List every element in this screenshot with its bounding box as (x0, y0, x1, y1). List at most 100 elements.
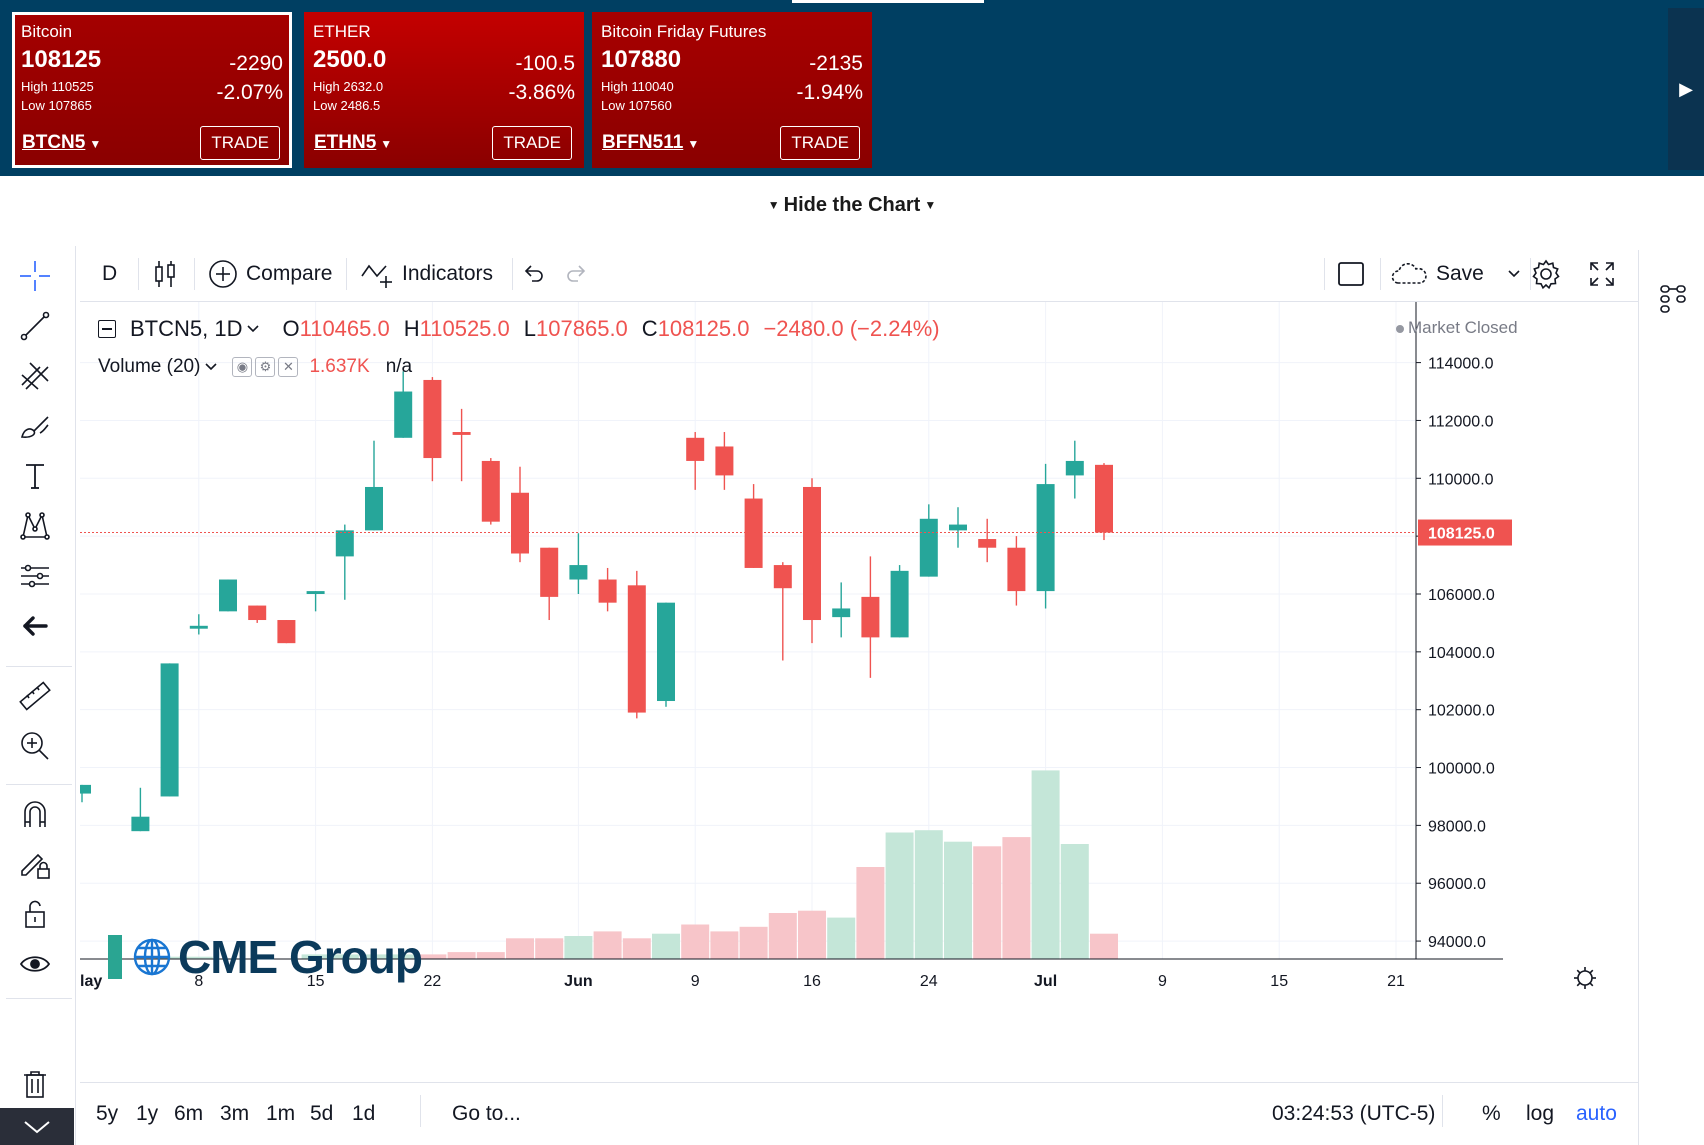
candle-body (219, 579, 237, 612)
trash-icon (24, 1071, 46, 1098)
indicators-button[interactable]: Indicators (360, 246, 493, 302)
gear-icon[interactable]: ⚙ (255, 357, 276, 377)
ticker-symbol-dropdown[interactable]: BFFN511 ▼ (602, 132, 699, 154)
interval-button[interactable]: D (102, 246, 117, 302)
crosshair-tool[interactable] (12, 256, 58, 296)
ticker-change: -2290 (229, 52, 283, 75)
axis-gear-icon[interactable] (1577, 970, 1593, 986)
low-value: 107865.0 (536, 316, 628, 341)
ticker-next-button[interactable]: ▶ (1668, 8, 1704, 170)
volume-legend: Volume (20) ◉ ⚙ ✕ 1.637K n/a (98, 356, 412, 378)
price-tick-label: 94000.0 (1428, 934, 1486, 951)
candle-body (715, 446, 734, 476)
fullscreen-button[interactable] (1588, 246, 1616, 302)
percent-label: % (1482, 1102, 1501, 1125)
high-label: H (403, 316, 420, 341)
auto-scale-button[interactable]: auto (1576, 1083, 1617, 1145)
ticker-name: Bitcoin Friday Futures (601, 22, 767, 41)
volume-label[interactable]: Volume (20) (98, 356, 201, 377)
price-tick-label: 102000.0 (1428, 703, 1495, 720)
save-button[interactable]: Save (1390, 246, 1522, 302)
clock[interactable]: 03:24:53 (UTC-5) (1272, 1083, 1435, 1145)
lock-drawing-tool[interactable] (12, 844, 58, 884)
chart-pane[interactable]: 94000.0 96000.0 98000.0 100000.0 102000.0 104… (80, 302, 1638, 1082)
visibility-tool[interactable] (12, 944, 58, 984)
settings-button[interactable] (1530, 246, 1562, 302)
lock-tool[interactable] (12, 894, 58, 934)
ticker-card[interactable]: ETHER 2500.0 -100.5 High 2632.0 Low 2486.5 -3… (304, 12, 584, 168)
pencil-lock-icon (21, 853, 50, 879)
axis-gear-tooth (1576, 969, 1581, 974)
candle-body (890, 570, 909, 638)
candle-body (80, 784, 91, 794)
brush-icon (20, 416, 49, 438)
range-5y-button[interactable]: 5y (96, 1102, 119, 1125)
trade-button[interactable]: TRADE (200, 126, 280, 160)
range-3m-button[interactable]: 3m (220, 1102, 250, 1125)
volume-bar (1090, 933, 1118, 959)
range-1m-button[interactable]: 1m (266, 1102, 296, 1125)
trend-line-tool[interactable] (12, 306, 58, 346)
trade-button[interactable]: TRADE (492, 126, 572, 160)
log-scale-button[interactable]: log (1526, 1083, 1554, 1145)
fib-tool[interactable] (12, 356, 58, 396)
ticker-card[interactable]: Bitcoin Friday Futures 107880 -2135 High 11… (592, 12, 872, 168)
close-icon[interactable]: ✕ (278, 357, 299, 377)
prediction-tool[interactable] (12, 556, 58, 596)
ticker-symbol-dropdown[interactable]: BTCN5 ▼ (22, 132, 101, 154)
collapse-toolbar-button[interactable] (0, 1108, 74, 1145)
range-1y-button[interactable]: 1y (136, 1102, 159, 1125)
symbol-label[interactable]: BTCN5, 1D (130, 316, 243, 341)
eye-toggle-icon[interactable]: ◉ (232, 357, 253, 377)
ticker-card[interactable]: Bitcoin 108125 -2290 High 110525 Low 107865 -… (12, 12, 292, 168)
percent-scale-button[interactable]: % (1482, 1083, 1501, 1145)
series-legend: BTCN5, 1D O 110465.0 H 110525.0 L 107865.0 … (98, 316, 940, 342)
ticker-symbol-dropdown[interactable]: ETHN5 ▼ (314, 132, 392, 154)
right-widget-panel (1638, 250, 1704, 1145)
range-1d-button[interactable]: 1d (352, 1102, 376, 1125)
volume-bar (973, 846, 1002, 959)
volume-bar (301, 954, 330, 959)
range-6m-button[interactable]: 6m (174, 1102, 204, 1125)
candlestick-chart: 94000.0 96000.0 98000.0 100000.0 102000.0 104… (80, 302, 1596, 990)
logo-bar (108, 935, 122, 979)
candle-body (657, 602, 675, 702)
chart-type-button[interactable] (152, 246, 178, 302)
price-tick-label: 100000.0 (1428, 761, 1495, 778)
ticker-price: 108125 (21, 46, 102, 73)
text-tool[interactable] (12, 456, 58, 496)
collapse-legend-icon[interactable] (98, 320, 116, 338)
layout-button[interactable] (1336, 246, 1366, 302)
remove-drawings-tool[interactable] (12, 1064, 58, 1104)
volume-bar (330, 954, 359, 959)
chevron-down-icon (247, 325, 260, 333)
undo-button[interactable] (520, 246, 546, 302)
magnet-tool[interactable] (12, 794, 58, 834)
axis-gear-tooth (1589, 982, 1594, 987)
pattern-tool[interactable] (12, 506, 58, 546)
hide-chart-toggle[interactable]: ▼ Hide the Chart ▼ (0, 180, 1704, 230)
time-tick-label: Jun (564, 973, 592, 990)
candle-body (569, 565, 588, 580)
trend-line-icon (20, 311, 50, 341)
candle-body (423, 379, 442, 459)
back-tool[interactable] (12, 606, 58, 646)
object-tree-icon[interactable] (1657, 280, 1697, 320)
volume-bar (798, 910, 826, 959)
goto-button[interactable]: Go to... (452, 1083, 521, 1145)
candle-body (511, 492, 529, 554)
range-5d-button[interactable]: 5d (310, 1102, 334, 1125)
market-status-label: Market Closed (1408, 318, 1518, 337)
volume-bar (681, 924, 710, 959)
measure-tool[interactable] (12, 676, 58, 716)
redo-button[interactable] (564, 246, 590, 302)
trade-button[interactable]: TRADE (780, 126, 860, 160)
compare-button[interactable]: Compare (208, 246, 332, 302)
ticker-name: Bitcoin (21, 22, 73, 41)
brush-tool[interactable] (12, 406, 58, 446)
zoom-tool[interactable] (12, 726, 58, 766)
ticker-symbol: BTCN5 (22, 132, 86, 153)
arrow-left-icon (23, 616, 48, 636)
candle-body (131, 816, 150, 832)
ticker-high: High 2632.0 (313, 79, 384, 94)
